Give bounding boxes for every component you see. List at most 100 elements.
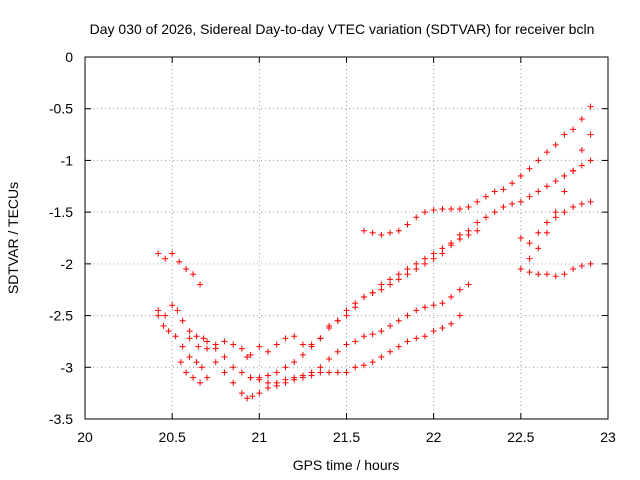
- data-point: [482, 193, 489, 200]
- data-point: [308, 343, 315, 350]
- data-point: [535, 271, 542, 278]
- data-point: [230, 364, 237, 371]
- chart-title: Day 030 of 2026, Sidereal Day-to-day VTE…: [90, 21, 595, 37]
- data-point: [378, 353, 385, 360]
- data-point: [535, 245, 542, 252]
- data-point: [230, 341, 237, 348]
- data-point: [448, 320, 455, 327]
- data-point: [299, 372, 306, 379]
- data-series: [155, 103, 594, 402]
- series-track-8: [247, 312, 463, 386]
- data-point: [526, 269, 533, 276]
- data-point: [543, 219, 550, 226]
- data-point: [326, 369, 333, 376]
- data-point: [265, 379, 272, 386]
- data-point: [360, 362, 367, 369]
- y-tick-labels: 0 -0.5 -1 -1.5 -2 -2.5 -3 -3.5: [49, 49, 73, 427]
- data-point: [334, 369, 341, 376]
- data-point: [552, 178, 559, 185]
- y-tick-label: -3: [61, 359, 74, 375]
- data-point: [526, 165, 533, 172]
- data-point: [552, 273, 559, 280]
- data-point: [448, 293, 455, 300]
- series-track-2: [155, 302, 207, 342]
- data-point: [474, 219, 481, 226]
- data-point: [578, 200, 585, 207]
- data-point: [378, 286, 385, 293]
- data-point: [256, 376, 263, 383]
- data-point: [413, 260, 420, 267]
- data-point: [369, 331, 376, 338]
- grid: [85, 57, 608, 419]
- y-tick-label: -1: [61, 152, 74, 168]
- data-point: [404, 338, 411, 345]
- data-point: [183, 369, 190, 376]
- data-point: [155, 307, 162, 314]
- data-point: [212, 345, 219, 352]
- data-point: [326, 324, 333, 331]
- data-point: [317, 335, 324, 342]
- data-point: [308, 372, 315, 379]
- data-point: [352, 364, 359, 371]
- x-tick-label: 20.5: [159, 429, 186, 445]
- data-point: [265, 372, 272, 379]
- y-axis-label: SDTVAR / TECUs: [5, 182, 21, 294]
- data-point: [578, 262, 585, 269]
- data-point: [552, 141, 559, 148]
- data-point: [273, 341, 280, 348]
- data-point: [378, 328, 385, 335]
- series-track-6: [204, 227, 481, 381]
- data-point: [165, 328, 172, 335]
- series-track-1: [155, 250, 204, 288]
- data-point: [186, 328, 193, 335]
- data-point: [430, 255, 437, 262]
- data-point: [491, 188, 498, 195]
- data-point: [273, 369, 280, 376]
- data-point: [421, 304, 428, 311]
- data-point: [543, 183, 550, 190]
- data-point: [195, 343, 202, 350]
- data-point: [343, 341, 350, 348]
- data-point: [317, 364, 324, 371]
- plot-frame: [84, 56, 609, 420]
- data-point: [169, 302, 176, 309]
- data-point: [387, 322, 394, 329]
- data-point: [221, 353, 228, 360]
- data-point: [413, 307, 420, 314]
- data-point: [172, 333, 179, 340]
- data-point: [155, 250, 162, 257]
- data-point: [578, 147, 585, 154]
- x-tick-label: 21.5: [333, 429, 360, 445]
- data-point: [509, 200, 516, 207]
- x-tick-label: 20: [77, 429, 93, 445]
- data-point: [587, 131, 594, 138]
- data-point: [244, 395, 251, 402]
- data-point: [543, 271, 550, 278]
- data-point: [517, 198, 524, 205]
- data-point: [193, 333, 200, 340]
- data-point: [212, 359, 219, 366]
- data-point: [439, 250, 446, 257]
- data-point: [221, 338, 228, 345]
- data-point: [395, 227, 402, 234]
- data-point: [265, 384, 272, 391]
- data-point: [561, 271, 568, 278]
- data-point: [360, 293, 367, 300]
- data-point: [430, 207, 437, 214]
- data-point: [465, 203, 472, 210]
- data-point: [404, 312, 411, 319]
- data-point: [186, 335, 193, 342]
- data-point: [273, 379, 280, 386]
- data-point: [249, 393, 256, 400]
- y-tick-label: -1.5: [49, 204, 73, 220]
- data-point: [334, 317, 341, 324]
- data-point: [186, 353, 193, 360]
- data-point: [526, 255, 533, 262]
- data-point: [552, 209, 559, 216]
- data-point: [299, 341, 306, 348]
- data-point: [578, 162, 585, 169]
- data-point: [282, 364, 289, 371]
- data-point: [387, 229, 394, 236]
- data-point: [526, 193, 533, 200]
- data-point: [404, 271, 411, 278]
